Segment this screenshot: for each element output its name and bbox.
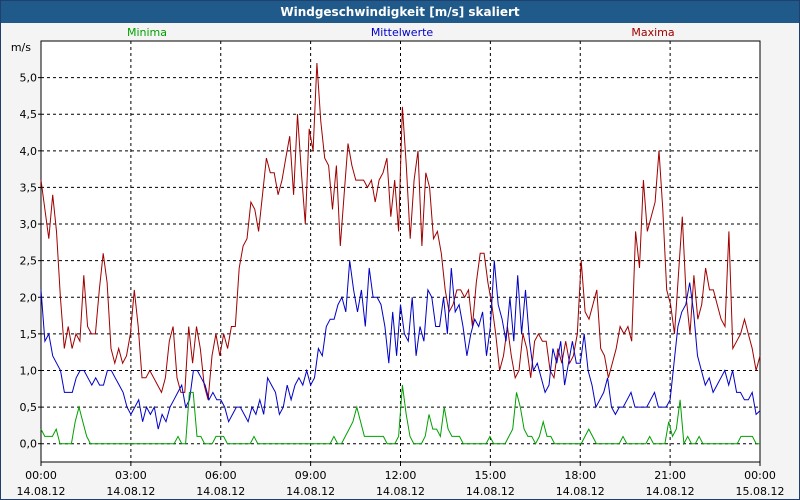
x-tick-time-label: 09:00 — [295, 469, 327, 482]
legend-maxima: Maxima — [631, 26, 674, 39]
x-tick-date-label: 14.08.12 — [17, 485, 66, 498]
y-tick-label: 5,0 — [20, 72, 38, 85]
x-tick-time-label: 00:00 — [744, 469, 776, 482]
y-tick-label: 2,5 — [20, 255, 38, 268]
y-axis-unit-label: m/s — [11, 41, 31, 54]
window-title: Windgeschwindigkeit [m/s] skaliert — [1, 1, 799, 23]
x-tick-date-label: 14.08.12 — [286, 485, 335, 498]
series-line-mittelwerte — [40, 260, 761, 430]
x-tick-date-label: 14.08.12 — [196, 485, 245, 498]
x-tick-date-label: 14.08.12 — [646, 485, 695, 498]
x-tick-date-label: 14.08.12 — [556, 485, 605, 498]
legend-minima: Minima — [127, 26, 167, 39]
x-tick-date-label: 14.08.12 — [106, 485, 155, 498]
y-tick-label: 3,0 — [20, 218, 38, 231]
x-tick-date-label: 15.08.12 — [736, 485, 785, 498]
y-tick-label: 3,5 — [20, 181, 38, 194]
y-tick-label: 0,0 — [20, 438, 38, 451]
x-tick-time-label: 18:00 — [564, 469, 596, 482]
y-tick-label: 1,5 — [20, 328, 38, 341]
y-tick-label: 2,0 — [20, 291, 38, 304]
x-tick-time-label: 06:00 — [205, 469, 237, 482]
series-line-minima — [40, 385, 760, 446]
x-tick-time-label: 15:00 — [475, 469, 507, 482]
x-tick-time-label: 21:00 — [654, 469, 686, 482]
y-tick-label: 0,5 — [20, 401, 38, 414]
y-tick-label: 4,0 — [20, 145, 38, 158]
y-tick-label: 4,5 — [20, 108, 38, 121]
x-tick-date-label: 14.08.12 — [466, 485, 515, 498]
series-line-maxima — [40, 62, 761, 400]
x-tick-time-label: 03:00 — [115, 469, 147, 482]
x-tick-time-label: 12:00 — [385, 469, 417, 482]
y-tick-label: 1,0 — [20, 364, 38, 377]
legend-mittelwerte: Mittelwerte — [371, 26, 434, 39]
x-tick-time-label: 00:00 — [25, 469, 57, 482]
x-tick-date-label: 14.08.12 — [376, 485, 425, 498]
